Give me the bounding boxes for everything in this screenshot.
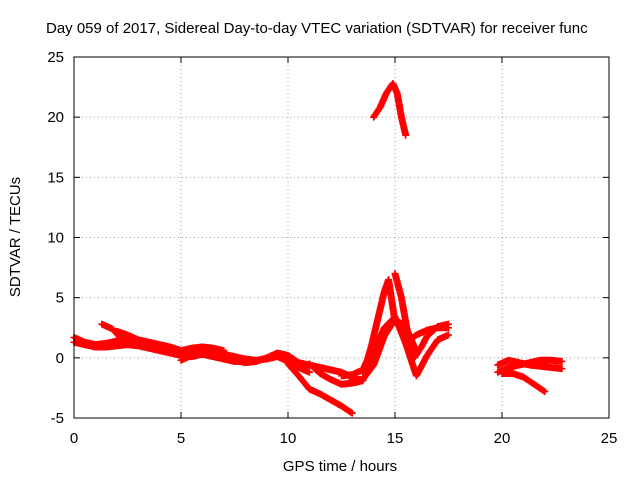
x-tick-label: 10 — [280, 430, 297, 447]
y-tick-label: 0 — [56, 350, 64, 367]
series-arc-17 — [498, 369, 549, 396]
x-tick-label: 20 — [494, 430, 511, 447]
y-tick-label: 10 — [47, 230, 64, 247]
x-tick-label: 5 — [177, 430, 185, 447]
data-point-marker — [305, 368, 313, 376]
x-tick-label: 15 — [387, 430, 404, 447]
series-arc-12 — [370, 79, 410, 139]
series-arc-11 — [359, 313, 452, 380]
y-tick-label: 5 — [56, 290, 64, 307]
y-tick-label: 15 — [47, 169, 64, 186]
data-point-marker — [558, 365, 566, 373]
data-point-marker — [558, 357, 566, 365]
data-point-marker — [348, 409, 356, 417]
chart-title: Day 059 of 2017, Sidereal Day-to-day VTE… — [46, 20, 588, 37]
x-tick-label: 25 — [601, 430, 618, 447]
data-point-marker — [445, 324, 452, 332]
series-arc-13 — [391, 270, 452, 362]
data-point-marker — [445, 331, 452, 339]
x-axis-label: GPS time / hours — [283, 458, 397, 475]
data-point-marker — [541, 388, 549, 396]
series-arc-14 — [402, 324, 452, 347]
y-tick-label: -5 — [51, 410, 64, 427]
data-point-marker — [402, 131, 410, 139]
series-arc-16 — [494, 356, 566, 373]
data-point-marker — [540, 387, 548, 395]
y-tick-label: 20 — [47, 109, 64, 126]
y-axis-label: SDTVAR / TECUs — [7, 177, 24, 297]
series-arc-7 — [284, 360, 356, 417]
y-tick-label: 25 — [47, 49, 64, 66]
series-arc-9 — [338, 276, 399, 380]
axis-ticks: 0 5 10 15 20 25 -5 0 5 10 15 20 25 — [47, 49, 617, 447]
data-point-marker — [347, 408, 355, 416]
x-tick-label: 0 — [70, 430, 78, 447]
data-series — [70, 79, 566, 417]
